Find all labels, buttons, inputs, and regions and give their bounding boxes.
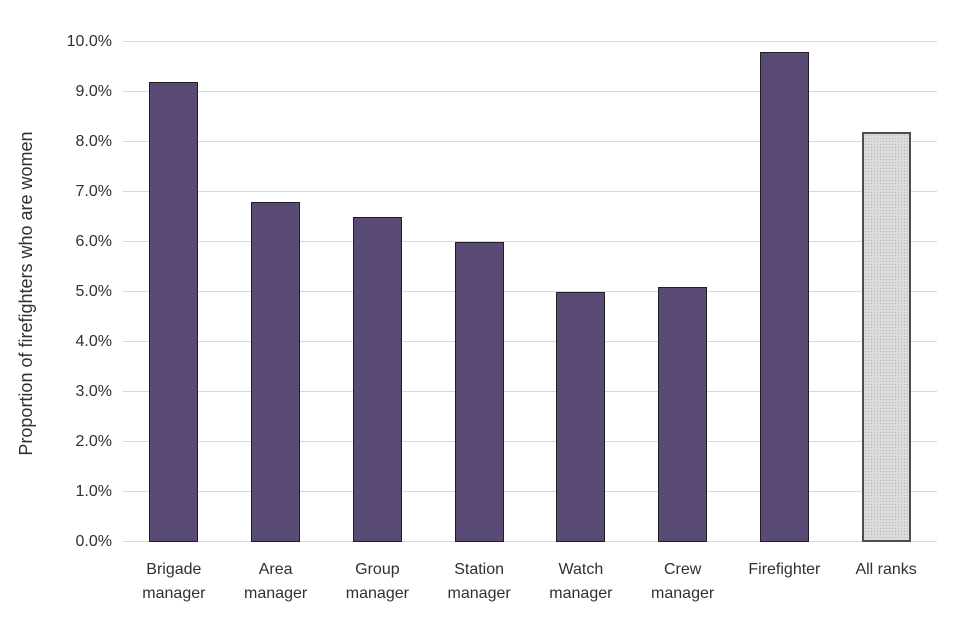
gridline	[123, 541, 937, 542]
y-tick-label: 0.0%	[75, 533, 112, 550]
x-category-label: Brigade manager	[142, 561, 206, 602]
gridline	[123, 341, 937, 342]
gridline	[123, 41, 937, 42]
x-category-label: Group manager	[345, 561, 409, 602]
x-category-label: Watch manager	[549, 561, 613, 602]
x-category-label: Area manager	[244, 561, 308, 602]
gridline	[123, 441, 937, 442]
gridline	[123, 241, 937, 242]
gridline	[123, 491, 937, 492]
bar-crew-manager	[658, 287, 708, 542]
bar-brigade-manager	[149, 82, 199, 542]
x-category-label: Crew manager	[651, 561, 715, 602]
y-tick-label: 10.0%	[66, 33, 112, 50]
plot-area	[123, 41, 937, 542]
y-tick-label: 8.0%	[75, 133, 112, 150]
y-tick-label: 2.0%	[75, 433, 112, 450]
bar-area-manager	[251, 202, 301, 542]
x-category-label: All ranks	[855, 561, 917, 578]
y-tick-label: 5.0%	[75, 283, 112, 300]
gridline	[123, 291, 937, 292]
bar-firefighter	[759, 52, 809, 542]
x-category-label: Firefighter	[748, 561, 821, 578]
bar-all-ranks	[861, 132, 911, 542]
y-tick-label: 3.0%	[75, 383, 112, 400]
y-tick-label: 1.0%	[75, 483, 112, 500]
gridline	[123, 391, 937, 392]
y-tick-label: 9.0%	[75, 83, 112, 100]
bar-group-manager	[352, 217, 402, 542]
y-tick-label: 6.0%	[75, 233, 112, 250]
x-category-label: Station manager	[447, 561, 511, 602]
bar-station-manager	[454, 242, 504, 542]
gridline	[123, 91, 937, 92]
gridline	[123, 141, 937, 142]
bar-watch-manager	[556, 292, 606, 542]
y-tick-label: 4.0%	[75, 333, 112, 350]
y-tick-label: 7.0%	[75, 183, 112, 200]
gridline	[123, 191, 937, 192]
